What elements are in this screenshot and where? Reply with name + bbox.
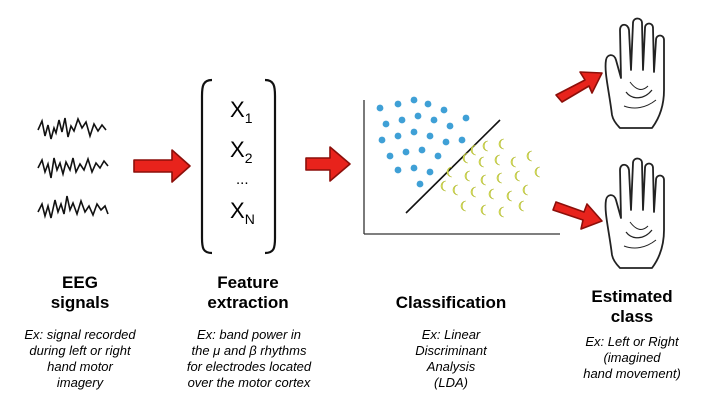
arrow-to-lower-hand	[552, 201, 603, 230]
dot-marker	[430, 116, 438, 124]
dot-marker	[426, 132, 434, 140]
arrow-to-upper-hand	[555, 71, 603, 103]
dot-marker	[376, 104, 384, 112]
dot-marker	[462, 114, 470, 122]
eeg-description: Ex: signal recorded during left or right…	[24, 327, 136, 390]
dot-marker	[386, 152, 394, 160]
arrow-eeg-to-features	[133, 149, 191, 183]
moon-marker	[470, 144, 477, 156]
class-right-points	[440, 138, 541, 218]
dot-marker	[442, 138, 450, 146]
moon-marker	[440, 180, 447, 192]
class-left-points	[376, 96, 470, 188]
moon-marker	[446, 166, 453, 178]
feature-description: Ex: band power in the μ and β rhythms fo…	[186, 327, 312, 390]
moon-marker	[496, 172, 503, 184]
dot-marker	[410, 128, 418, 136]
moon-marker	[498, 138, 505, 150]
moon-marker	[510, 156, 517, 168]
moon-marker	[460, 200, 467, 212]
moon-marker	[514, 170, 521, 182]
dot-marker	[410, 96, 418, 104]
moon-marker	[462, 152, 469, 164]
moon-marker	[452, 184, 459, 196]
estimated-title: Estimated class	[591, 287, 673, 326]
hand-lower-icon	[604, 157, 665, 269]
eeg-title: EEG signals	[50, 273, 110, 312]
dot-marker	[382, 120, 390, 128]
classification-description: Ex: Linear Discriminant Analysis (LDA)	[415, 327, 487, 390]
dot-marker	[378, 136, 386, 144]
lda-scatter-plot	[363, 96, 560, 235]
dot-marker	[410, 164, 418, 172]
dot-marker	[426, 168, 434, 176]
dot-marker	[394, 132, 402, 140]
feature-vector-bracket	[200, 78, 277, 255]
dot-marker	[394, 166, 402, 174]
moon-marker	[522, 184, 529, 196]
moon-marker	[464, 170, 471, 182]
moon-marker	[488, 188, 495, 200]
dot-marker	[424, 100, 432, 108]
estimated-description: Ex: Left or Right (imagined hand movemen…	[583, 334, 681, 381]
moon-marker	[498, 206, 505, 218]
moon-marker	[480, 174, 487, 186]
eeg-trace	[37, 195, 109, 220]
moon-marker	[482, 140, 489, 152]
dot-marker	[458, 136, 466, 144]
moon-marker	[518, 200, 525, 212]
dot-marker	[446, 122, 454, 130]
dot-marker	[414, 112, 422, 120]
eeg-trace	[37, 156, 109, 179]
classification-title: Classification	[395, 293, 507, 312]
dot-marker	[394, 100, 402, 108]
moon-marker	[534, 166, 541, 178]
moon-marker	[526, 150, 533, 162]
dot-marker	[416, 180, 424, 188]
decision-boundary	[405, 119, 501, 214]
feature-title: Feature extraction	[207, 273, 289, 312]
feature-ellipsis: ...	[236, 171, 249, 188]
dot-marker	[440, 106, 448, 114]
arrow-features-to-classifier	[305, 146, 351, 182]
moon-marker	[478, 156, 485, 168]
moon-marker	[506, 190, 513, 202]
moon-marker	[480, 204, 487, 216]
eeg-trace	[37, 116, 107, 140]
hand-upper-icon	[604, 17, 665, 129]
dot-marker	[434, 152, 442, 160]
feature-xn: XN	[230, 198, 255, 227]
eeg-signals-icon	[37, 116, 109, 220]
feature-x1: X1	[230, 97, 253, 126]
moon-marker	[494, 154, 501, 166]
moon-marker	[470, 186, 477, 198]
feature-x2: X2	[230, 137, 253, 166]
dot-marker	[398, 116, 406, 124]
dot-marker	[418, 146, 426, 154]
dot-marker	[402, 148, 410, 156]
